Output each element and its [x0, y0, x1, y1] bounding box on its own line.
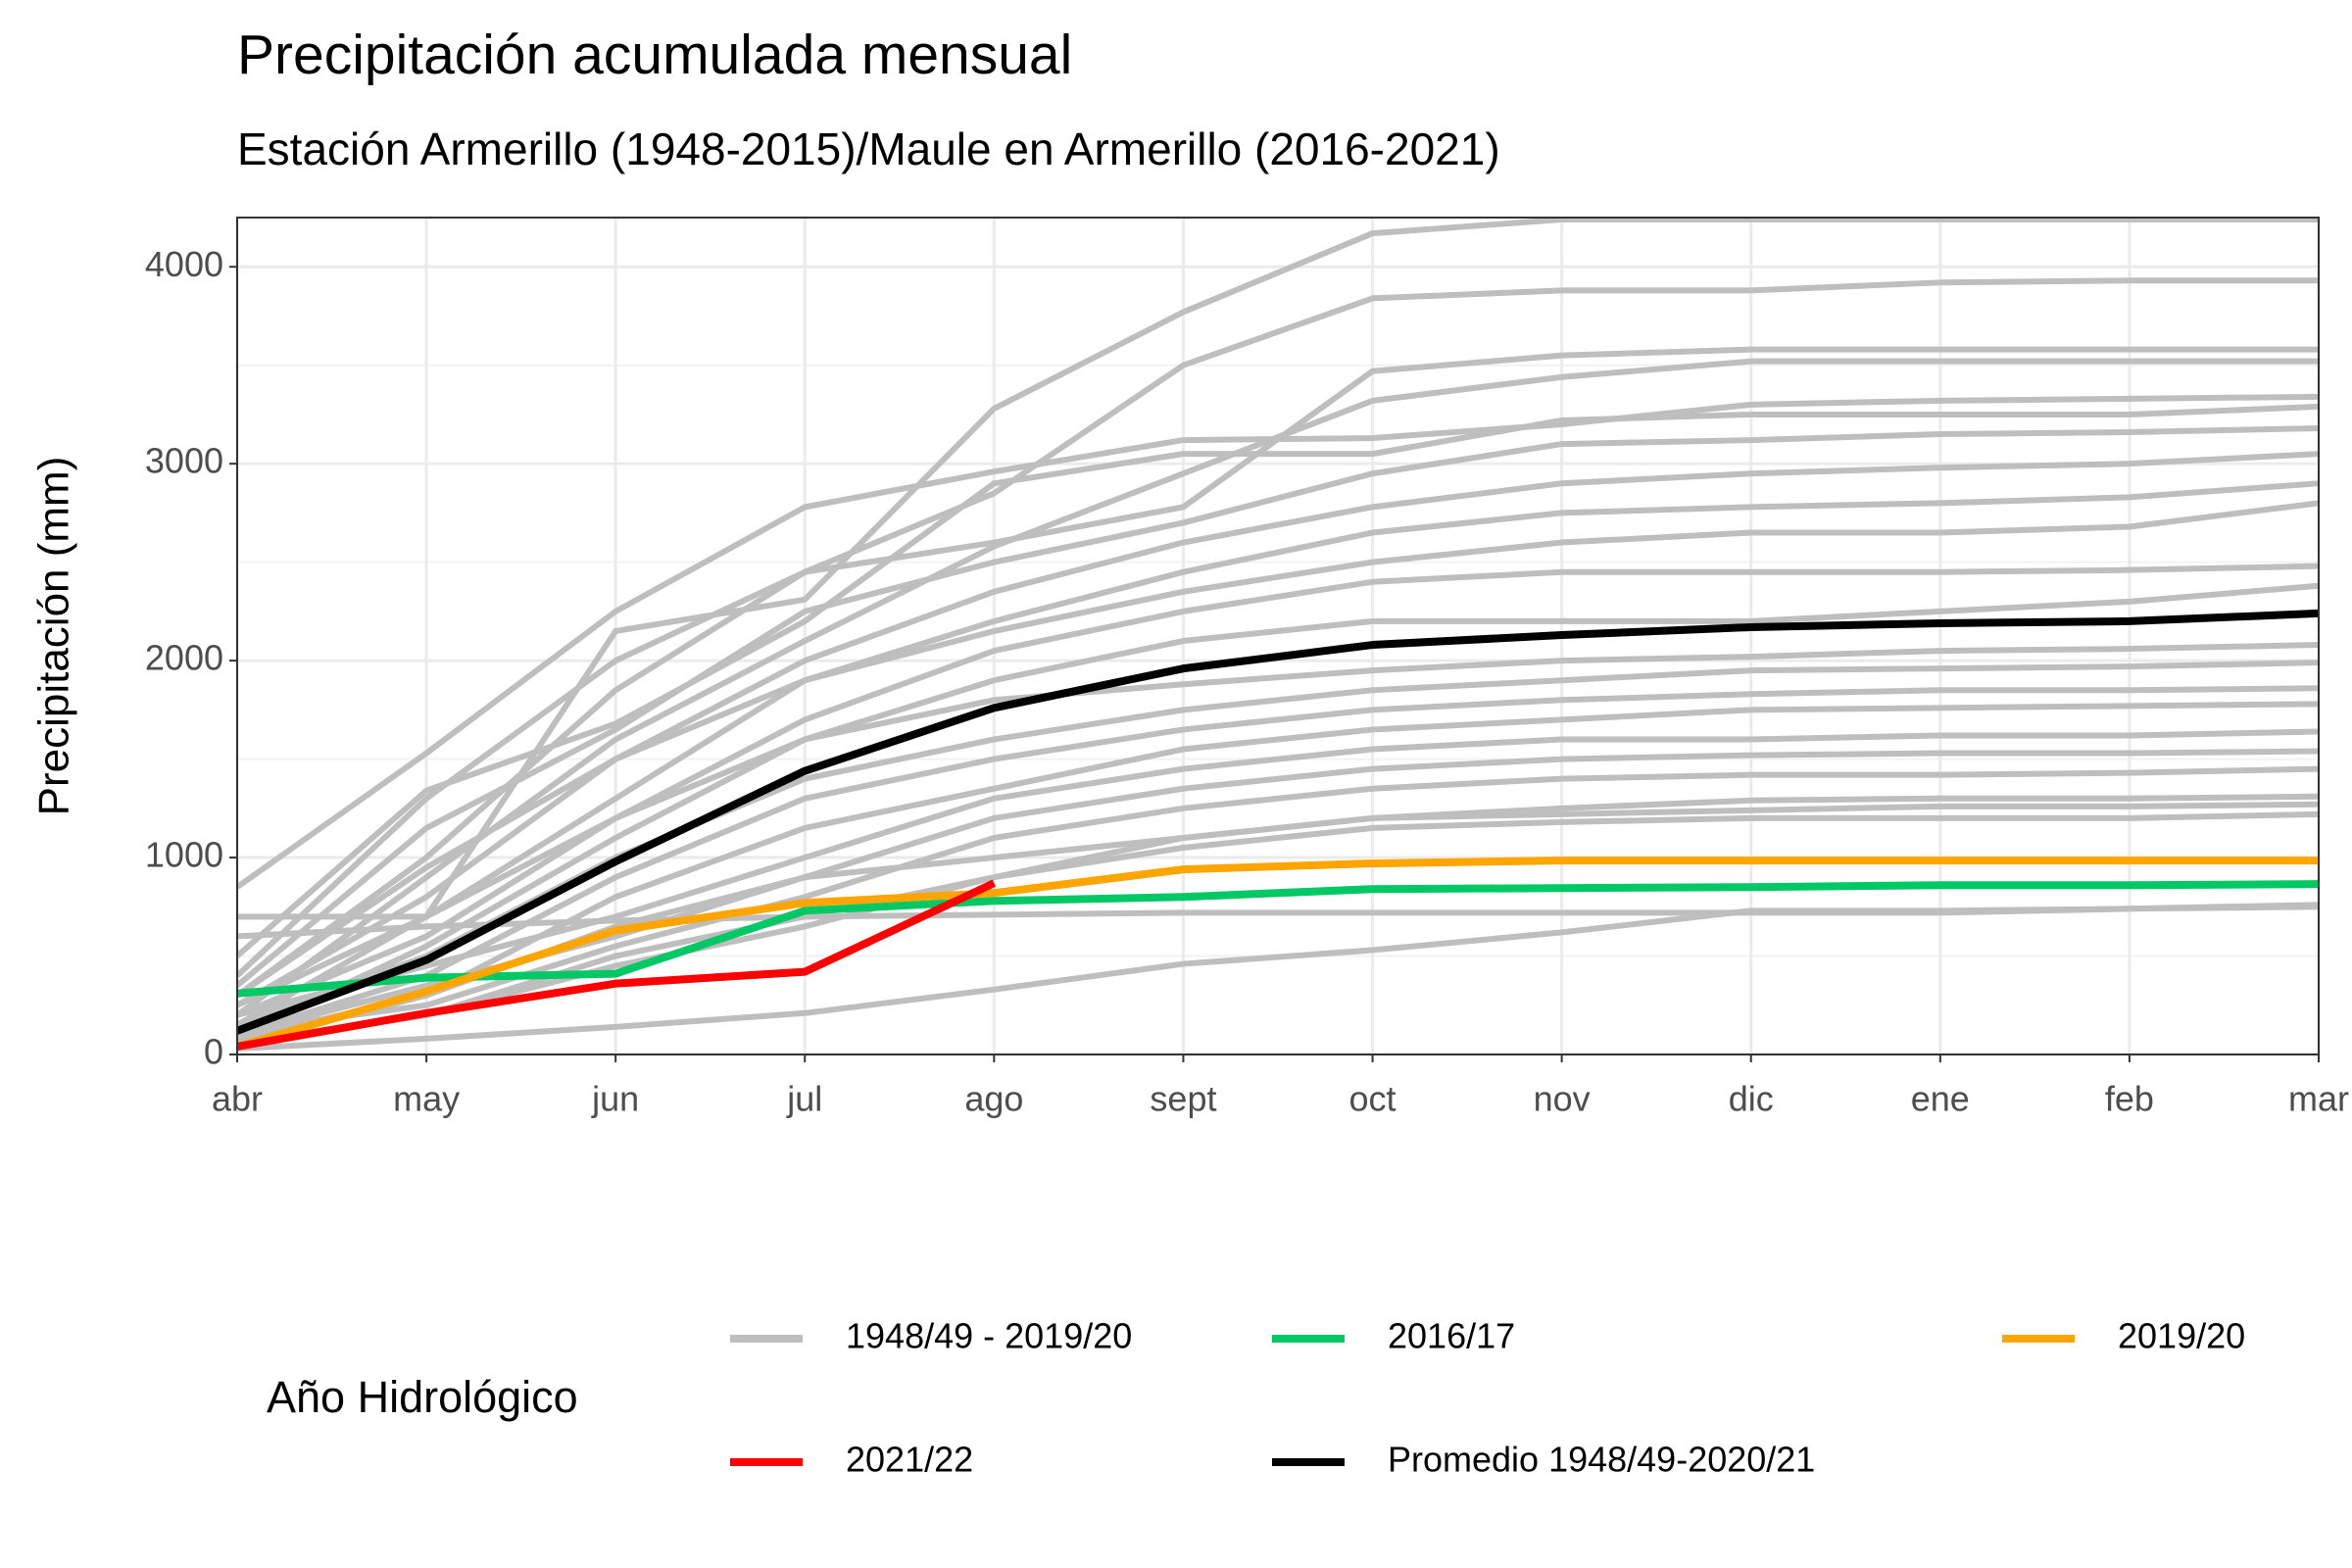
- series-line: [237, 218, 2319, 920]
- legend: 1948/49 - 2019/20 2016/17 2019/20 2021/22 Pr…: [730, 1316, 2245, 1480]
- series-line: [237, 642, 2319, 1008]
- x-tick-label: feb: [2105, 1079, 2154, 1119]
- y-tick-label: 4000: [145, 244, 223, 284]
- x-tick-label: ene: [1911, 1079, 1970, 1119]
- series-line: [237, 609, 2319, 1035]
- series-line: [237, 358, 2319, 1018]
- series-line: [237, 701, 2319, 1042]
- legend-label: 2016/17: [1388, 1316, 1515, 1356]
- series-line: [237, 451, 2319, 1008]
- series-line: [237, 425, 2319, 988]
- series-line: [237, 904, 2319, 1052]
- series-line: [237, 728, 2319, 1018]
- x-tick-label: ago: [964, 1079, 1023, 1119]
- series-line: [237, 685, 2319, 1038]
- x-tick-label: nov: [1534, 1079, 1591, 1119]
- series-line: [237, 500, 2319, 999]
- series-line: [237, 880, 2319, 998]
- x-tick-label: sept: [1150, 1079, 1216, 1119]
- x-tick-label: jun: [591, 1079, 639, 1119]
- legend-label: Promedio 1948/49-2020/21: [1388, 1440, 1815, 1480]
- panel-border: [236, 217, 2320, 1055]
- series-line: [237, 765, 2319, 1034]
- series-line: [237, 879, 997, 1051]
- series-line: [237, 857, 2319, 1051]
- x-tick-label: jul: [786, 1079, 822, 1119]
- legend-title: Año Hidrológico: [267, 1372, 578, 1422]
- y-axis-title: Precipitación (mm): [30, 457, 78, 816]
- y-tick-label: 3000: [145, 441, 223, 481]
- y-tick-label: 0: [204, 1032, 223, 1072]
- series-line: [237, 810, 2319, 1048]
- series-line: [237, 582, 2319, 1038]
- series-line: [237, 277, 2319, 999]
- series-line: [237, 403, 2319, 958]
- x-tick-label: mar: [2288, 1079, 2349, 1119]
- series-line: [237, 480, 2319, 1028]
- x-tick-label: abr: [212, 1079, 263, 1119]
- x-tick-label: oct: [1349, 1079, 1396, 1119]
- y-tick-label: 2000: [145, 638, 223, 678]
- legend-label: 1948/49 - 2019/20: [846, 1316, 1132, 1356]
- legend-label: 2019/20: [2118, 1316, 2245, 1356]
- legend-label: 2021/22: [846, 1440, 973, 1480]
- chart-title: Precipitación acumulada mensual: [237, 24, 1072, 86]
- plot-lines: [237, 218, 2319, 1052]
- x-tick-label: dic: [1729, 1079, 1774, 1119]
- chart-subtitle: Estación Armerillo (1948-2015)/Maule en …: [237, 123, 1500, 174]
- axes: 0 1000 2000 3000 4000 abr may jun jul ago sept oct n…: [145, 217, 2349, 1119]
- x-tick-label: may: [393, 1079, 460, 1119]
- y-tick-label: 1000: [145, 835, 223, 875]
